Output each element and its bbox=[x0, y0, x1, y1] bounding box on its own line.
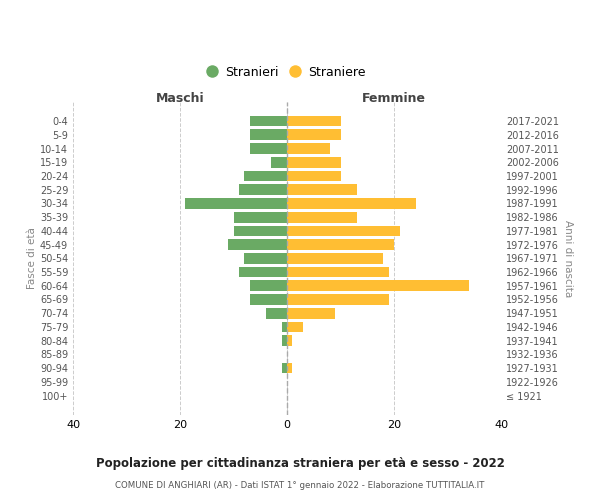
Text: Popolazione per cittadinanza straniera per età e sesso - 2022: Popolazione per cittadinanza straniera p… bbox=[95, 458, 505, 470]
Bar bbox=[233, 212, 287, 222]
Bar bbox=[287, 157, 341, 168]
Bar bbox=[282, 322, 287, 332]
Y-axis label: Fasce di età: Fasce di età bbox=[27, 228, 37, 290]
Bar bbox=[282, 336, 287, 346]
Text: Femmine: Femmine bbox=[362, 92, 426, 104]
Bar bbox=[287, 322, 303, 332]
Bar bbox=[287, 212, 357, 222]
Bar bbox=[287, 170, 341, 181]
Bar bbox=[287, 198, 416, 209]
Bar bbox=[287, 130, 341, 140]
Bar bbox=[250, 143, 287, 154]
Bar bbox=[287, 143, 330, 154]
Bar bbox=[287, 294, 389, 305]
Bar bbox=[244, 253, 287, 264]
Bar bbox=[244, 170, 287, 181]
Legend: Stranieri, Straniere: Stranieri, Straniere bbox=[204, 60, 370, 84]
Bar bbox=[287, 308, 335, 318]
Bar bbox=[287, 239, 394, 250]
Bar bbox=[271, 157, 287, 168]
Bar bbox=[287, 253, 383, 264]
Bar bbox=[287, 226, 400, 236]
Bar bbox=[233, 226, 287, 236]
Text: COMUNE DI ANGHIARI (AR) - Dati ISTAT 1° gennaio 2022 - Elaborazione TUTTITALIA.I: COMUNE DI ANGHIARI (AR) - Dati ISTAT 1° … bbox=[115, 481, 485, 490]
Bar bbox=[250, 280, 287, 291]
Bar bbox=[250, 294, 287, 305]
Bar bbox=[228, 239, 287, 250]
Bar bbox=[282, 362, 287, 374]
Bar bbox=[287, 184, 357, 195]
Bar bbox=[287, 266, 389, 278]
Bar bbox=[250, 130, 287, 140]
Bar bbox=[250, 116, 287, 126]
Y-axis label: Anni di nascita: Anni di nascita bbox=[563, 220, 573, 297]
Bar bbox=[287, 336, 292, 346]
Text: Maschi: Maschi bbox=[156, 92, 205, 104]
Bar bbox=[239, 184, 287, 195]
Bar bbox=[287, 362, 292, 374]
Bar bbox=[239, 266, 287, 278]
Bar bbox=[287, 280, 469, 291]
Bar bbox=[185, 198, 287, 209]
Bar bbox=[266, 308, 287, 318]
Bar bbox=[287, 116, 341, 126]
